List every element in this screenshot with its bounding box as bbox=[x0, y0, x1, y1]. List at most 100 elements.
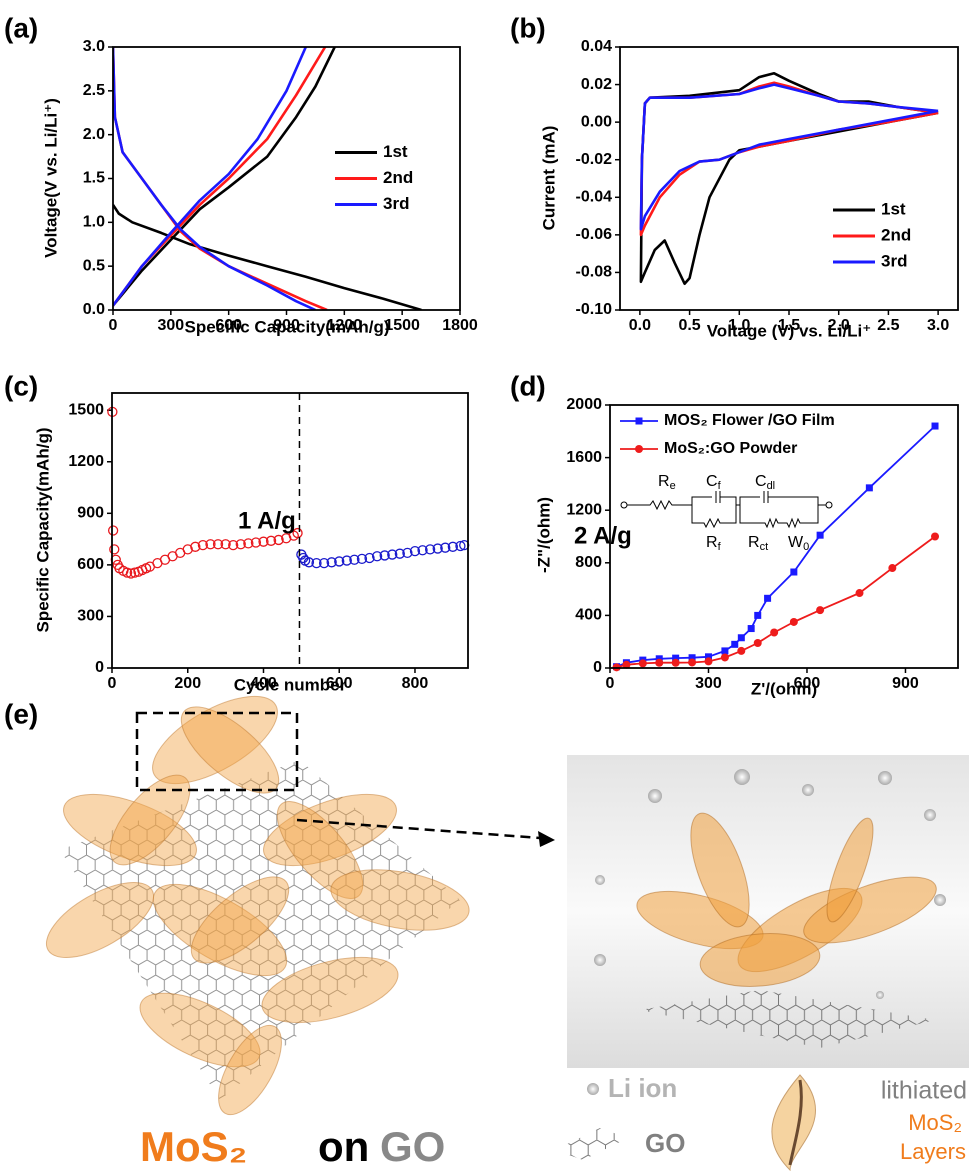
legend-mos2: MoS₂ bbox=[908, 1110, 962, 1135]
marker bbox=[704, 657, 712, 665]
y-tick-label: -0.06 bbox=[576, 226, 613, 243]
legend-label: MOS₂ Flower /GO Film bbox=[664, 412, 835, 429]
y-tick-label: 2.5 bbox=[83, 82, 105, 99]
marker bbox=[790, 569, 797, 576]
y-tick-label: 1.5 bbox=[83, 170, 105, 187]
marker bbox=[731, 641, 738, 648]
y-tick-label: 1600 bbox=[566, 449, 602, 466]
x-tick-label: 0 bbox=[108, 675, 117, 692]
data-line bbox=[617, 537, 935, 668]
caption-go: GO bbox=[380, 1123, 445, 1170]
y-tick-label: 0.00 bbox=[581, 113, 612, 130]
x-tick-label: 300 bbox=[157, 317, 184, 334]
marker bbox=[737, 647, 745, 655]
marker bbox=[856, 589, 864, 597]
circuit-label: Re bbox=[658, 473, 676, 492]
y-axis-label: Voltage(V vs. Li/Li⁺) bbox=[41, 98, 60, 258]
legend-marker bbox=[636, 418, 643, 425]
x-axis-label: Z'/(ohm) bbox=[751, 679, 817, 698]
panel-label: (a) bbox=[4, 12, 38, 43]
annotation: 2 A/g bbox=[574, 522, 632, 549]
x-tick-label: 3.0 bbox=[927, 317, 949, 334]
x-tick-label: 1800 bbox=[442, 317, 478, 334]
panel-label: (c) bbox=[4, 370, 38, 401]
marker bbox=[639, 659, 647, 667]
y-tick-label: -0.02 bbox=[576, 151, 613, 168]
figure: MoS₂ on GO Li ion GO lithiated MoS₂ Laye… bbox=[0, 0, 969, 1171]
legend-lithiated: lithiated bbox=[881, 1077, 967, 1105]
legend-layers: Layers bbox=[900, 1139, 966, 1164]
y-tick-label: 0 bbox=[593, 659, 602, 676]
y-tick-label: 0.02 bbox=[581, 76, 612, 93]
y-tick-label: 0 bbox=[95, 659, 104, 676]
y-tick-label: 0.0 bbox=[83, 301, 105, 318]
x-axis-label: Specific Capacity(mAh/g) bbox=[185, 317, 390, 336]
marker bbox=[932, 423, 939, 430]
x-tick-label: 0.0 bbox=[629, 317, 651, 334]
marker bbox=[817, 532, 824, 539]
zoom-illustration bbox=[555, 755, 969, 1170]
y-axis-label: -Z"/(ohm) bbox=[534, 497, 553, 573]
y-tick-label: 300 bbox=[77, 608, 104, 625]
caption-on: on bbox=[318, 1123, 369, 1170]
legend-label: 2nd bbox=[881, 225, 911, 244]
y-tick-label: -0.04 bbox=[576, 189, 613, 206]
x-tick-label: 0 bbox=[606, 675, 615, 692]
circuit bbox=[621, 491, 832, 527]
circuit-label: Rct bbox=[748, 534, 768, 553]
y-tick-label: 0.5 bbox=[83, 257, 105, 274]
y-tick-label: 1200 bbox=[68, 453, 104, 470]
marker bbox=[790, 618, 798, 626]
legend-label: 3rd bbox=[383, 194, 409, 213]
y-tick-label: 600 bbox=[77, 556, 104, 573]
circuit-label: Cdl bbox=[755, 473, 775, 492]
marker bbox=[721, 647, 728, 654]
x-tick-label: 2.5 bbox=[877, 317, 899, 334]
panel-label: (e) bbox=[4, 698, 38, 729]
marker bbox=[816, 606, 824, 614]
y-tick-label: 800 bbox=[575, 554, 602, 571]
x-tick-label: 800 bbox=[402, 675, 429, 692]
y-tick-label: 400 bbox=[575, 607, 602, 624]
y-tick-label: 900 bbox=[77, 505, 104, 522]
legend-go: GO bbox=[645, 1128, 685, 1158]
marker bbox=[655, 659, 663, 667]
x-axis-label: Cycle number bbox=[234, 675, 347, 694]
y-tick-label: 1.0 bbox=[83, 214, 105, 231]
marker bbox=[688, 658, 696, 666]
legend-label: MoS₂:GO Powder bbox=[664, 440, 797, 457]
panel-label: (d) bbox=[510, 370, 546, 401]
x-axis-label: Voltage (V) vs. Li/Li⁺ bbox=[707, 321, 872, 340]
flower-illustration bbox=[35, 679, 555, 1124]
chart: 0.00.51.01.52.02.53.0-0.10-0.08-0.06-0.0… bbox=[539, 38, 958, 340]
x-tick-label: 0.5 bbox=[678, 317, 700, 334]
annotation: 1 A/g bbox=[238, 507, 296, 534]
panel-label: (b) bbox=[510, 12, 546, 43]
x-tick-label: 1500 bbox=[384, 317, 420, 334]
legend-label: 3rd bbox=[881, 251, 907, 270]
marker bbox=[738, 634, 745, 641]
circuit-label: W0 bbox=[788, 534, 809, 553]
x-tick-label: 900 bbox=[892, 675, 919, 692]
marker bbox=[672, 659, 680, 667]
legend-label: 2nd bbox=[383, 168, 413, 187]
caption-mos2: MoS₂ bbox=[140, 1123, 247, 1170]
legend-li-ion: Li ion bbox=[608, 1073, 677, 1103]
y-tick-label: -0.08 bbox=[576, 264, 613, 281]
marker bbox=[888, 564, 896, 572]
y-tick-label: 1500 bbox=[68, 401, 104, 418]
marker bbox=[754, 639, 762, 647]
y-tick-label: 3.0 bbox=[83, 38, 105, 55]
x-tick-label: 200 bbox=[174, 675, 201, 692]
y-tick-label: 2.0 bbox=[83, 126, 105, 143]
marker bbox=[721, 653, 729, 661]
marker bbox=[754, 612, 761, 619]
y-tick-label: -0.10 bbox=[576, 301, 613, 318]
y-axis-label: Specific Capacity(mAh/g) bbox=[33, 428, 52, 633]
marker bbox=[109, 526, 118, 535]
circuit-label: Rf bbox=[706, 534, 722, 553]
marker bbox=[764, 595, 771, 602]
y-tick-label: 1200 bbox=[566, 501, 602, 518]
marker bbox=[770, 628, 778, 636]
